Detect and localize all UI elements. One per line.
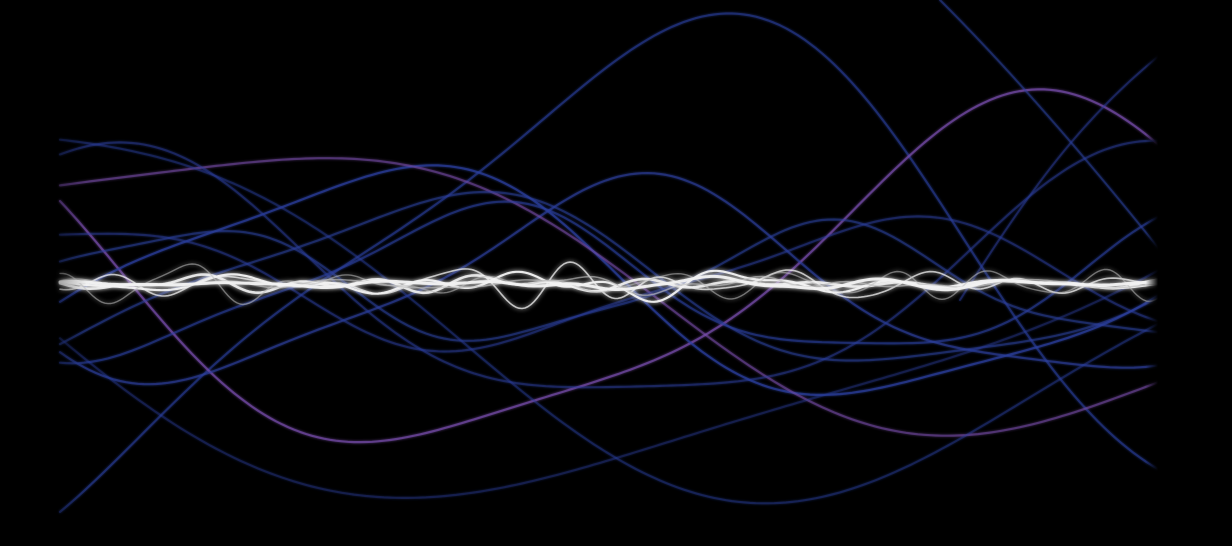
waveform-visualization: [0, 0, 1232, 546]
edge-fade-overlay: [0, 0, 1232, 546]
waveform-canvas: [0, 0, 1232, 546]
